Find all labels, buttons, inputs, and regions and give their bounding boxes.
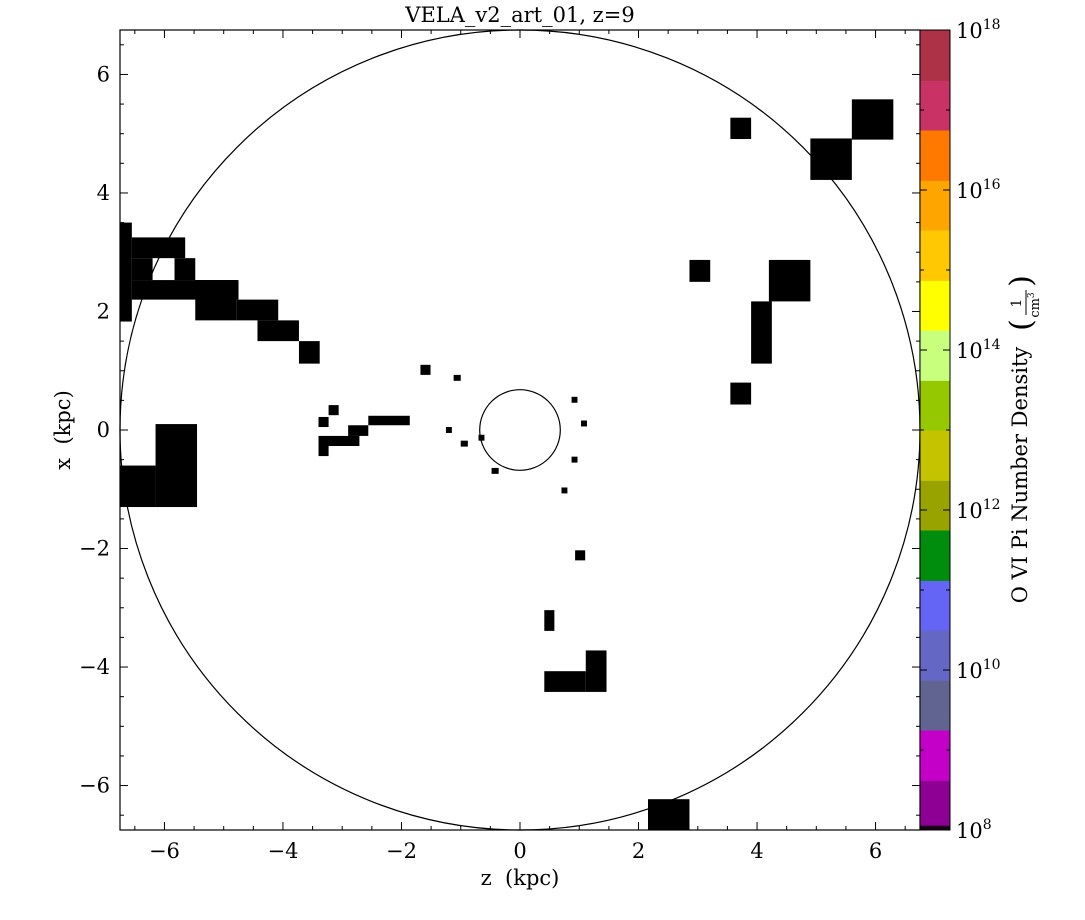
density-cell	[571, 396, 578, 403]
colorbar-band	[920, 530, 950, 581]
y-tick-label: −6	[79, 774, 110, 798]
galaxy-radius-circle	[479, 389, 561, 471]
colorbar-band	[920, 180, 950, 231]
colorbar-label: O VI Pi Number Density ( 1 cm3 )	[1004, 275, 1043, 603]
x-tick-label: −4	[267, 839, 298, 863]
colorbar-band	[920, 330, 950, 381]
virial-radius-circle	[119, 29, 921, 831]
density-cell	[571, 456, 578, 463]
density-cells	[120, 99, 894, 830]
density-cell	[120, 222, 132, 322]
colorbar-band	[920, 780, 950, 826]
density-cell	[585, 650, 607, 692]
colorbar-unit-denominator-exp: 3	[1027, 292, 1037, 298]
density-cell	[730, 117, 752, 140]
density-cell	[120, 465, 156, 508]
density-cell	[689, 259, 711, 282]
density-cell	[453, 374, 461, 381]
colorbar-band	[920, 130, 950, 181]
y-tick-label: −4	[79, 655, 110, 679]
density-cell	[328, 405, 339, 416]
density-cell	[348, 425, 369, 436]
axis-ticks: −6 −4 −2 0 2 4 6 −6 −4 −2 0 2 4 6	[79, 30, 920, 863]
density-cell	[318, 435, 360, 446]
colorbar-band	[920, 580, 950, 631]
density-cell	[155, 424, 198, 508]
density-cell	[810, 138, 852, 180]
colorbar-band	[920, 480, 950, 531]
colorbar-band	[920, 430, 950, 481]
colorbar-unit-open-paren: (	[1004, 319, 1039, 331]
density-cell	[420, 364, 431, 375]
density-cell	[751, 301, 772, 364]
y-tick-label: 6	[97, 62, 110, 86]
x-tick-label: 6	[869, 839, 882, 863]
colorbar-band	[920, 280, 950, 331]
colorbar-tick-label: 1018	[956, 17, 1001, 43]
colorbar-tick-label: 1010	[956, 657, 1001, 683]
colorbar-band	[920, 825, 950, 831]
colorbar-band	[920, 680, 950, 731]
colorbar-ticks: 108 1010 1012 1014 1016 1018	[920, 17, 1001, 843]
density-cell	[648, 799, 690, 830]
plot-frame	[119, 29, 921, 831]
colorbar-unit-close-paren: )	[1004, 275, 1039, 287]
density-cell	[851, 99, 894, 140]
colorbar	[920, 30, 950, 831]
colorbar-tick-label: 1016	[956, 177, 1001, 203]
colorbar-band	[920, 380, 950, 431]
density-cell	[768, 259, 811, 302]
x-tick-label: 4	[750, 839, 763, 863]
colorbar-tick-label: 1012	[956, 497, 1001, 523]
density-cell	[131, 237, 186, 259]
colorbar-title: O VI Pi Number Density	[1008, 347, 1032, 604]
density-cell	[236, 299, 279, 321]
colorbar-band	[920, 230, 950, 281]
density-cell	[318, 416, 329, 428]
density-cell	[730, 382, 752, 405]
y-tick-label: −2	[79, 537, 110, 561]
colorbar-band	[920, 30, 950, 81]
density-cell	[257, 320, 299, 342]
x-tick-label: −2	[386, 839, 417, 863]
colorbar-band	[920, 630, 950, 681]
x-tick-label: 0	[513, 839, 526, 863]
density-cell	[318, 446, 329, 457]
colorbar-unit-denominator: cm3	[1027, 292, 1043, 318]
y-tick-label: 4	[97, 181, 110, 205]
density-cell	[575, 550, 586, 561]
density-cell	[491, 467, 499, 474]
chart-title: VELA_v2_art_01, z=9	[404, 3, 634, 27]
density-cell	[460, 440, 468, 447]
density-cell	[478, 434, 485, 441]
colorbar-band	[920, 730, 950, 781]
density-cell	[544, 610, 555, 631]
colorbar-tick-label: 108	[956, 817, 992, 843]
colorbar-tick-label: 1014	[956, 337, 1001, 363]
density-cell	[368, 415, 410, 426]
density-cell	[544, 671, 586, 692]
y-axis-label: x (kpc)	[51, 390, 75, 470]
x-axis-label: z (kpc)	[481, 866, 560, 890]
colorbar-unit-denominator-base: cm	[1028, 298, 1043, 318]
density-cell	[131, 258, 153, 281]
radius-circles	[119, 29, 921, 831]
colorbar-band	[920, 80, 950, 131]
x-tick-label: −6	[149, 839, 180, 863]
density-cell	[174, 258, 196, 281]
y-tick-label: 0	[97, 418, 110, 442]
density-cell	[561, 487, 568, 494]
y-tick-label: 2	[97, 299, 110, 323]
density-cell	[298, 341, 320, 364]
density-cell	[445, 427, 452, 433]
density-cell	[195, 280, 237, 321]
colorbar-unit-numerator: 1	[1009, 299, 1025, 308]
density-cell	[581, 420, 587, 427]
x-tick-label: 2	[632, 839, 645, 863]
